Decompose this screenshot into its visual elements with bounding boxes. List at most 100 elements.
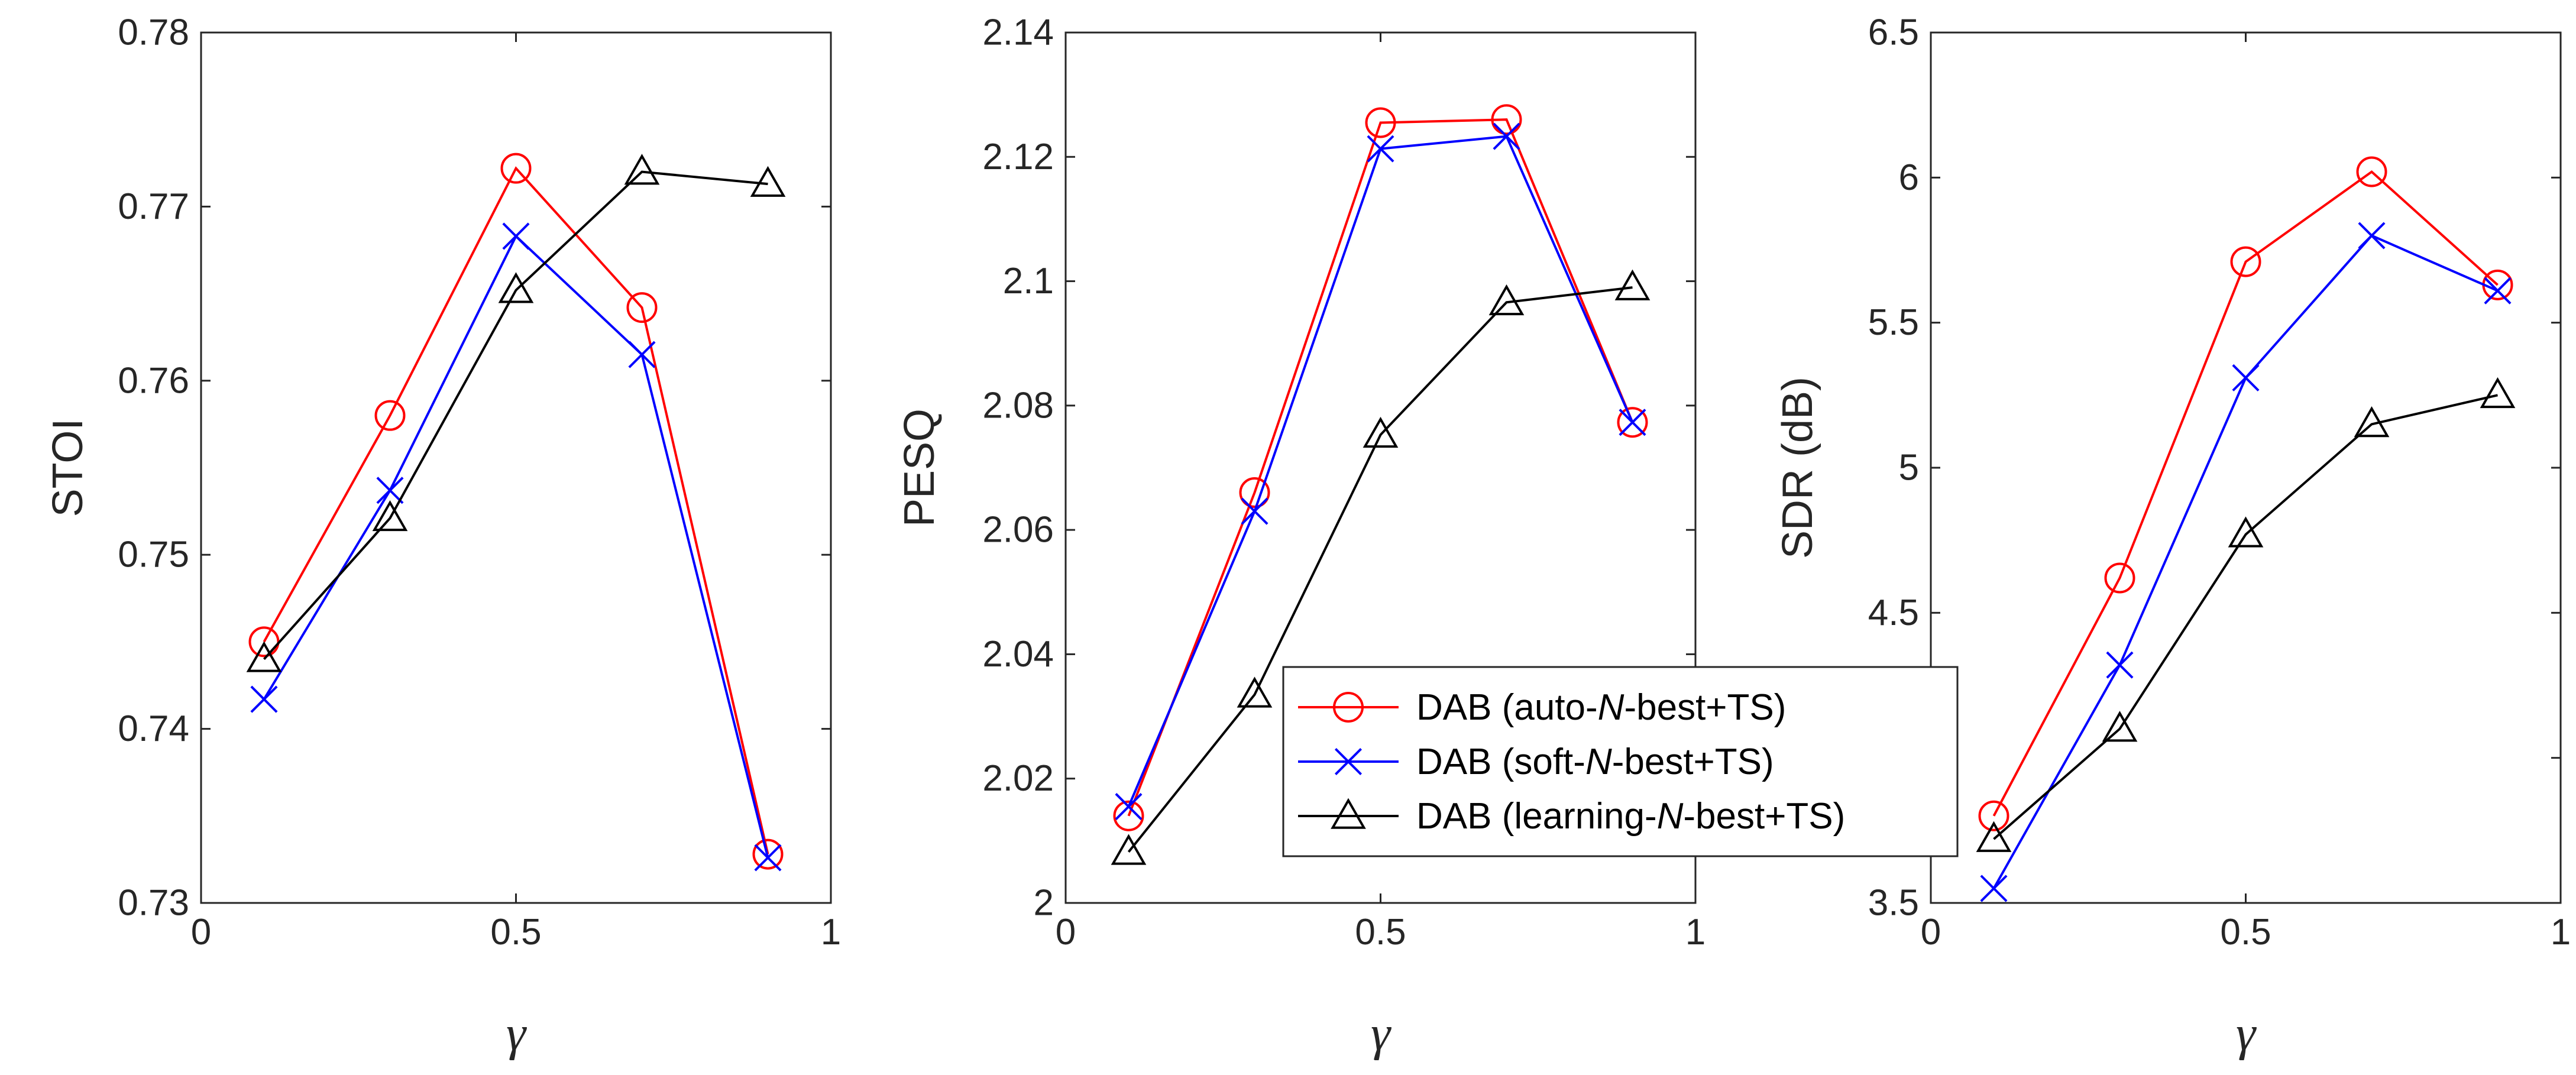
series-soft <box>250 222 782 872</box>
y-tick-label: 3.5 <box>1868 883 1919 924</box>
x-tick-label: 0.5 <box>2220 912 2271 953</box>
data-point-auto <box>1365 107 1396 138</box>
data-point-soft <box>1367 135 1394 163</box>
data-point-soft <box>2232 364 2260 391</box>
legend: DAB (auto-N-best+TS) DAB (soft-N-best+TS)… <box>1282 666 1959 857</box>
series-soft <box>1115 122 1646 821</box>
data-point-soft <box>2484 277 2512 305</box>
y-tick-label: 0.76 <box>118 360 189 401</box>
series-line-auto <box>263 166 769 855</box>
y-tick-label: 0.75 <box>118 535 189 575</box>
y-tick-label: 2.04 <box>982 634 1054 675</box>
data-point-auto <box>1978 800 2009 831</box>
data-point-learning <box>2354 406 2390 438</box>
y-tick-label: 2.14 <box>982 12 1054 53</box>
series-line-learning <box>1993 394 2498 840</box>
x-tick-label: 0 <box>191 912 211 953</box>
series-auto <box>248 153 784 870</box>
data-point-auto <box>752 838 784 870</box>
y-tick-label: 2.08 <box>982 385 1054 426</box>
data-point-soft <box>1115 793 1143 821</box>
series-line-auto <box>1127 118 1634 817</box>
data-point-learning <box>2102 711 2138 742</box>
series-learning <box>1976 377 2516 852</box>
x-tick-label: 1 <box>821 912 841 953</box>
data-point-learning <box>1976 821 2012 852</box>
x-tick-label: 0 <box>1056 912 1076 953</box>
data-point-learning <box>372 500 408 532</box>
data-point-auto <box>1491 104 1522 135</box>
y-tick-label: 2.12 <box>982 137 1054 177</box>
data-point-learning <box>246 641 282 672</box>
x-axis-label: γ <box>2236 1006 2257 1061</box>
data-point-learning <box>498 272 534 303</box>
data-point-auto <box>374 400 406 431</box>
data-point-auto <box>500 153 532 184</box>
chart-panels: 0.730.740.750.760.770.780 0.5 1γSTOI22.022… <box>44 12 2571 1061</box>
legend-entry-learning: DAB (learning-N-best+TS) <box>1298 796 1845 837</box>
y-tick-label: 5 <box>1899 448 1919 488</box>
data-point-soft <box>2106 651 2134 679</box>
y-tick-label: 2 <box>1034 883 1054 924</box>
data-point-learning <box>750 166 786 197</box>
data-point-learning <box>2480 377 2516 409</box>
chart-panel-1: 0.73 0.74 0.75 0.76 0.77 0.78 0 0.5 1 γ STOI <box>44 12 841 1061</box>
data-point-learning <box>1237 676 1273 708</box>
legend-entry-auto: DAB (auto-N-best+TS) <box>1298 687 1786 728</box>
legend-label: DAB (auto-N-best+TS) <box>1416 687 1786 728</box>
x-tick-label: 0.5 <box>490 912 541 953</box>
y-tick-label: 0.77 <box>118 186 189 227</box>
legend-label: DAB (learning-N-best+TS) <box>1416 796 1845 837</box>
data-point-auto <box>2230 246 2261 277</box>
data-point-auto <box>2356 156 2387 187</box>
y-tick-label: 0.74 <box>118 708 189 749</box>
series-line-auto <box>1992 170 2499 817</box>
data-point-auto <box>1113 800 1144 831</box>
y-tick-label: 4.5 <box>1868 592 1919 633</box>
x-tick-label: 1 <box>2551 912 2571 953</box>
legend-marker-triangle <box>1331 798 1366 829</box>
data-point-learning <box>1111 834 1147 865</box>
data-point-auto <box>626 292 658 323</box>
y-tick-label: 2.06 <box>982 510 1054 551</box>
data-point-soft <box>1619 409 1646 436</box>
data-point-soft <box>376 477 404 504</box>
x-tick-label: 0 <box>1921 912 1941 953</box>
data-point-soft <box>628 341 656 368</box>
data-point-auto <box>1617 407 1648 438</box>
y-axis-label: PESQ <box>896 409 943 527</box>
data-point-learning <box>1488 284 1525 316</box>
data-point-learning <box>1363 416 1399 448</box>
series-line-learning <box>263 170 768 660</box>
data-point-learning <box>1614 269 1651 300</box>
data-point-soft <box>502 222 530 250</box>
legend-marker-x <box>1334 747 1363 776</box>
y-axis-label: STOI <box>44 419 92 517</box>
series-learning <box>1111 269 1651 865</box>
y-tick-label: 6.5 <box>1868 12 1919 53</box>
y-tick-label: 2.1 <box>1003 261 1054 302</box>
legend-entry-soft: DAB (soft-N-best+TS) <box>1298 742 1774 782</box>
data-point-auto <box>2104 562 2135 594</box>
y-axis-label: SDR (dB) <box>1774 377 1821 559</box>
series-line-learning <box>1127 286 1633 853</box>
series-learning <box>246 154 786 672</box>
data-point-learning <box>2228 516 2264 548</box>
data-point-soft <box>1980 875 2008 902</box>
data-point-learning <box>624 154 660 185</box>
data-point-soft <box>1241 497 1268 525</box>
series-soft <box>1980 222 2512 902</box>
data-point-soft <box>754 844 782 872</box>
data-point-soft <box>250 685 278 713</box>
legend-label: DAB (soft-N-best+TS) <box>1416 742 1774 782</box>
data-point-auto <box>1239 477 1270 509</box>
y-tick-label: 0.78 <box>118 12 189 53</box>
chart-panel-2: 2 2.02 2.04 2.06 2.08 2.1 2.12 2.14 0 0.5 1 γ PESQ <box>896 12 1706 1061</box>
y-tick-label: 6 <box>1899 157 1919 198</box>
axes-box <box>1930 31 2562 904</box>
axes-box <box>200 31 832 904</box>
x-axis-label: γ <box>1371 1006 1391 1061</box>
y-tick-label: 2.02 <box>982 758 1054 799</box>
